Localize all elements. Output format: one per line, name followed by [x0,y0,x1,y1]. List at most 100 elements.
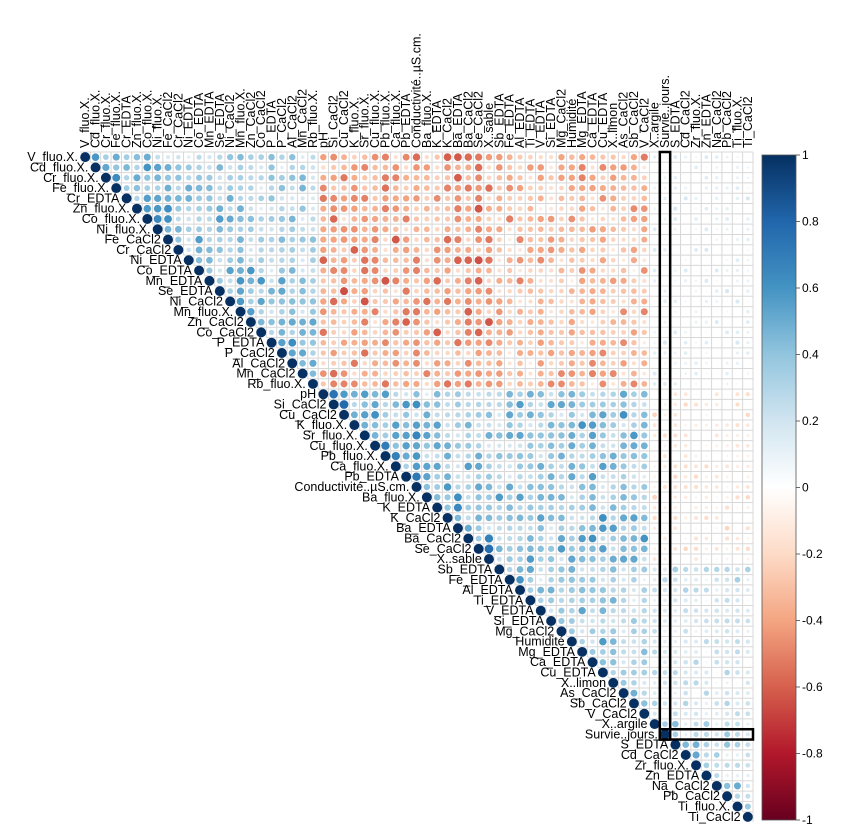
correlation-cell [423,350,430,356]
correlation-cell [663,660,667,665]
correlation-cell [568,349,575,357]
correlation-cell [423,297,431,306]
correlation-cell [186,247,191,253]
correlation-cell [537,360,544,367]
correlation-cell [299,277,306,285]
column-label: V_fluo.X. [78,97,92,148]
correlation-cell [673,577,678,583]
correlation-cell [589,648,596,655]
correlation-cell [382,432,389,439]
correlation-cell [630,215,638,223]
correlation-cell [486,196,492,201]
correlation-cell [621,350,626,356]
correlation-cell [452,523,463,534]
correlation-cell [496,185,502,191]
correlation-cell [474,328,483,337]
colorbar-tick-label: 0.2 [802,414,819,428]
correlation-cell [641,556,647,562]
correlation-cell [475,287,482,295]
correlation-cell [392,164,400,171]
correlation-cell [579,246,586,254]
correlation-cell [496,247,503,253]
correlation-cell [641,659,648,666]
correlation-cell [673,680,678,686]
correlation-cell [684,155,688,159]
correlation-cell [693,721,699,727]
correlation-cell [392,329,400,336]
correlation-cell [443,297,452,306]
correlation-cell [716,362,718,364]
correlation-cell [455,484,461,490]
correlation-cell [663,496,667,499]
correlation-cell [402,442,410,450]
correlation-cell [620,587,627,593]
column-label: Zn_CaCl2 [244,92,258,148]
correlation-cell [227,206,233,212]
correlation-cell [558,463,564,469]
correlation-cell [424,319,430,325]
correlation-cell [268,298,275,305]
correlation-cell [684,558,687,561]
correlation-cell [569,154,575,160]
correlation-cell [589,442,596,450]
correlation-cell [600,298,606,305]
correlation-cell [538,350,544,356]
correlation-cell [683,650,688,654]
correlation-cell [546,616,557,626]
correlation-cell [746,722,750,726]
correlation-cell [444,267,451,274]
correlation-cell [206,236,213,243]
column-label: Ca_EDTA [586,92,600,148]
correlation-cell [517,226,523,232]
correlation-cell [330,308,337,315]
correlation-cell [558,246,565,253]
correlation-cell [320,236,327,243]
correlation-cell [464,359,472,367]
correlation-cell [652,351,657,355]
correlation-cell [330,278,337,284]
correlation-cell [372,185,378,191]
correlation-cell [485,298,493,305]
correlation-cell [705,444,708,448]
correlation-cell [579,629,585,634]
correlation-cell [695,445,697,447]
correlation-cell [578,277,586,285]
correlation-cell [747,403,749,406]
correlation-cell [547,432,555,439]
correlation-cell [548,226,554,232]
correlation-cell [423,462,431,471]
correlation-cell [747,383,749,385]
correlation-cell [705,311,708,313]
correlation-cell [704,340,709,345]
correlation-cell [579,236,585,243]
correlation-cell [673,330,678,335]
correlation-cell [494,564,505,575]
correlation-cell [454,319,461,326]
row-label: Rb_fluo.X. [247,377,305,391]
correlation-cell [653,465,656,468]
correlation-cell [444,371,451,377]
correlation-cell [341,360,347,366]
correlation-cell [652,628,658,634]
correlation-cell [673,443,678,448]
correlation-cell [143,163,152,172]
correlation-cell [662,721,668,727]
correlation-cell [341,330,347,335]
column-label: K_EDTA [430,100,444,148]
correlation-cell [257,297,265,306]
correlation-cell [640,545,648,553]
correlation-cell [486,360,492,367]
correlation-cell [724,629,730,634]
correlation-cell [569,515,575,521]
column-label: Mn_EDTA [202,91,216,148]
correlation-cell [724,762,730,768]
correlation-cell [663,248,667,252]
correlation-cell [609,638,617,645]
correlation-cell [672,566,679,573]
correlation-cell [568,174,575,181]
correlation-cell [433,462,441,470]
correlation-cell [609,452,617,460]
correlation-cell [423,370,431,378]
correlation-cell [578,607,586,615]
correlation-cell [705,331,708,334]
